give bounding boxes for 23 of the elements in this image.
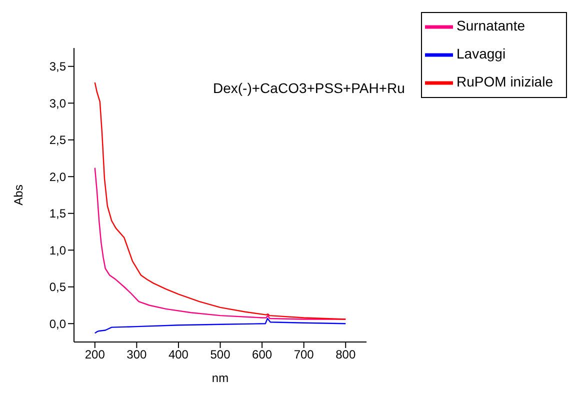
x-tick-label: 400 (168, 348, 189, 362)
y-tick-label: 1,0 (49, 243, 66, 258)
y-tick-label: 0,0 (49, 316, 66, 331)
x-axis-title: nm (212, 371, 229, 385)
y-tick-label: 2,0 (49, 170, 66, 184)
x-tick-label: 300 (126, 348, 148, 362)
legend-label: Lavaggi (456, 46, 506, 62)
legend-label: Surnatante (456, 18, 526, 34)
y-tick-label: 3,0 (49, 96, 66, 110)
line-series (94, 318, 346, 334)
y-axis-title: Abs (11, 184, 26, 206)
y-tick-label: 3,5 (49, 60, 66, 74)
x-tick-label: 500 (210, 348, 231, 362)
x-tick-label: 200 (84, 348, 106, 362)
y-tick-label: 2,5 (49, 133, 66, 148)
legend-label: RuPOM iniziale (456, 74, 553, 90)
line-series (94, 167, 346, 320)
y-tick-label: 1,5 (49, 206, 66, 221)
x-tick-label: 700 (294, 348, 314, 362)
x-tick-label: 600 (252, 348, 272, 362)
annotation: Dex(-)+CaCO3+PSS+PAH+Ru (213, 80, 405, 96)
x-tick-label: 800 (336, 348, 356, 362)
y-tick-label: 0,5 (49, 280, 66, 294)
